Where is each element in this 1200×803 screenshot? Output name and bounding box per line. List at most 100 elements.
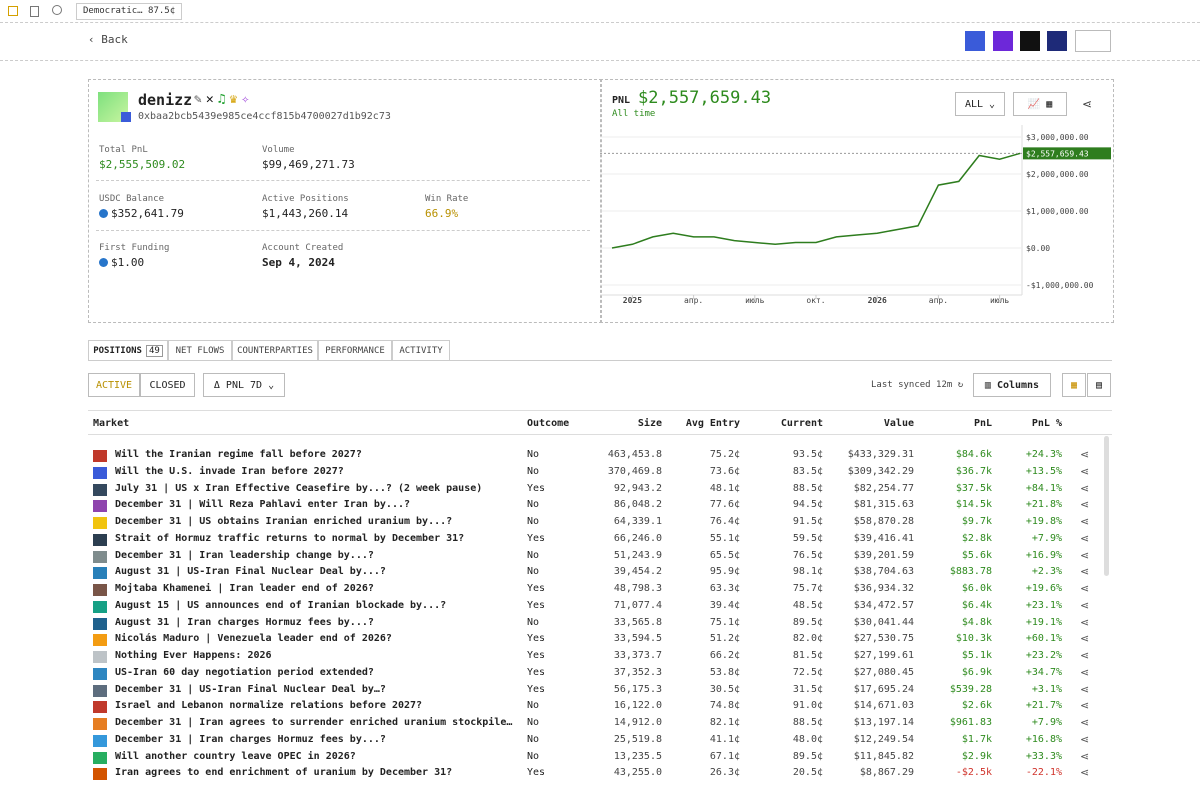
market-name[interactable]: December 31 | Iran leadership change by.… <box>115 549 374 561</box>
share-icon[interactable]: ⋖ <box>1082 97 1093 111</box>
filter-active[interactable]: ACTIVE <box>88 373 140 397</box>
share-icon[interactable]: ⋖ <box>1080 565 1090 579</box>
share-icon[interactable]: ⋖ <box>1080 531 1090 545</box>
market-name[interactable]: Nicolás Maduro | Venezuela leader end of… <box>115 633 392 645</box>
share-icon[interactable]: ⋖ <box>1080 548 1090 562</box>
market-name[interactable]: July 31 | US x Iran Effective Ceasefire … <box>115 482 483 494</box>
market-name[interactable]: December 31 | US obtains Iranian enriche… <box>115 516 453 527</box>
share-icon[interactable]: ⋖ <box>1080 632 1090 646</box>
market-name[interactable]: Israel and Lebanon normalize relations b… <box>115 700 423 712</box>
y-tick-label: $3,000,000.00 <box>1026 133 1089 142</box>
sync-label: Last synced 12m <box>871 380 953 390</box>
link-icon[interactable] <box>1020 31 1040 51</box>
market-name[interactable]: Iran agrees to end enrichment of uranium… <box>115 767 453 779</box>
cell-value: +23.1% <box>1025 599 1062 611</box>
tab[interactable]: PERFORMANCE <box>318 340 392 360</box>
column-header[interactable]: Market <box>93 418 130 429</box>
market-name[interactable]: August 31 | US-Iran Final Nuclear Deal b… <box>115 566 386 578</box>
cell-value: 20.5¢ <box>792 767 823 779</box>
tab-icon[interactable] <box>30 6 39 17</box>
share-icon[interactable]: ⋖ <box>1080 582 1090 595</box>
grid-view[interactable]: ▦ <box>1062 373 1086 397</box>
share-icon[interactable]: ⋖ <box>1080 699 1090 713</box>
filter-closed[interactable]: CLOSED <box>140 373 195 397</box>
market-name[interactable]: US-Iran 60 day negotiation period extend… <box>115 666 374 678</box>
range-dropdown[interactable]: ALL ⌄ <box>955 92 1005 116</box>
tab[interactable]: POSITIONS 49 <box>88 340 168 360</box>
market-name[interactable]: December 31 | Will Reza Pahlavi enter Ir… <box>115 499 411 511</box>
share-icon[interactable]: ⋖ <box>1080 749 1090 763</box>
column-header[interactable]: PnL <box>973 418 992 429</box>
column-header[interactable]: PnL % <box>1031 418 1062 429</box>
link-icon[interactable] <box>1047 31 1067 51</box>
share-icon[interactable]: ⋖ <box>1080 515 1090 528</box>
share-icon[interactable]: ⋖ <box>1080 716 1090 729</box>
cell-value: 31.5¢ <box>792 683 823 695</box>
share-icon[interactable]: ⋖ <box>1080 665 1090 679</box>
market-name[interactable]: August 31 | Iran charges Hormuz fees by.… <box>115 616 374 628</box>
tab-icon[interactable] <box>52 5 62 15</box>
chart-controls[interactable]: 📈 ▦ <box>1013 92 1067 116</box>
cell-value: 88.5¢ <box>792 482 823 494</box>
market-name[interactable]: Will the U.S. invade Iran before 2027? <box>115 465 344 477</box>
share-icon[interactable]: ⋖ <box>1080 464 1090 478</box>
market-name[interactable]: Will another country leave OPEC in 2026? <box>115 750 356 762</box>
share-icon[interactable]: ⋖ <box>1080 615 1090 629</box>
browser-tab[interactable]: Democratic… 87.5¢ <box>76 3 183 20</box>
cell-value: 30.5¢ <box>709 683 740 695</box>
share-icon[interactable]: ⋖ <box>1080 682 1090 696</box>
tab[interactable]: COUNTERPARTIES <box>232 340 318 360</box>
share-icon[interactable]: ⋖ <box>1080 766 1090 780</box>
wallet-address: 0xbaa2bcb5439e985ce4ccf815b4700027d1b92c… <box>138 111 391 122</box>
cell-value: 48.0¢ <box>792 733 823 745</box>
cell-value: No <box>527 750 540 762</box>
market-name[interactable]: December 31 | Iran agrees to surrender e… <box>115 717 513 728</box>
market-name[interactable]: Will the Iranian regime fall before 2027… <box>115 449 362 460</box>
column-header[interactable]: Avg Entry <box>685 418 740 429</box>
stat-value: 66.9% <box>425 207 459 220</box>
market-icon <box>93 667 107 680</box>
column-header[interactable]: Current <box>780 418 823 429</box>
scrollbar[interactable] <box>1104 436 1109 576</box>
market-name[interactable]: August 15 | US announces end of Iranian … <box>115 599 447 611</box>
sort-dropdown[interactable]: Δ PNL 7D ⌄ <box>203 373 285 397</box>
cell-value: 93.5¢ <box>792 449 823 460</box>
cell-value: $6.0k <box>961 583 992 594</box>
divider <box>0 60 1200 61</box>
market-name[interactable]: Nothing Ever Happens: 2026 <box>115 650 272 661</box>
usdc-icon <box>99 258 108 267</box>
market-name[interactable]: December 31 | Iran charges Hormuz fees b… <box>115 733 386 745</box>
cell-value: 463,453.8 <box>607 449 662 460</box>
link-icon[interactable] <box>965 31 985 51</box>
tab-label: PERFORMANCE <box>325 346 385 356</box>
market-name[interactable]: Mojtaba Khamenei | Iran leader end of 20… <box>115 583 374 594</box>
column-header[interactable]: Outcome <box>527 418 570 429</box>
cell-value: Yes <box>527 767 546 779</box>
list-view[interactable]: ▤ <box>1087 373 1111 397</box>
cell-value: +19.1% <box>1025 616 1062 628</box>
tab-icon[interactable] <box>8 6 18 16</box>
market-name[interactable]: December 31 | US-Iran Final Nuclear Deal… <box>115 683 386 695</box>
bookmark-button[interactable] <box>1075 30 1111 52</box>
market-icon <box>93 550 107 563</box>
share-icon[interactable]: ⋖ <box>1080 649 1090 662</box>
share-icon[interactable]: ⋖ <box>1080 498 1090 512</box>
column-header[interactable]: Value <box>883 418 914 429</box>
current-value-label: $2,557,659.43 <box>1026 149 1089 158</box>
tab[interactable]: ACTIVITY <box>392 340 450 360</box>
market-icon <box>93 751 107 764</box>
share-icon[interactable]: ⋖ <box>1080 448 1090 461</box>
back-button[interactable]: ‹ Back <box>88 33 128 46</box>
tab[interactable]: NET FLOWS <box>168 340 232 360</box>
cell-value: No <box>527 717 540 728</box>
cell-value: +21.8% <box>1025 499 1062 511</box>
market-name[interactable]: Strait of Hormuz traffic returns to norm… <box>115 532 465 544</box>
column-header[interactable]: Size <box>637 418 662 429</box>
cell-value: 26.3¢ <box>709 767 740 779</box>
share-icon[interactable]: ⋖ <box>1080 481 1090 495</box>
link-icon[interactable] <box>993 31 1013 51</box>
share-icon[interactable]: ⋖ <box>1080 732 1090 746</box>
cell-value: $6.4k <box>961 599 992 611</box>
share-icon[interactable]: ⋖ <box>1080 598 1090 612</box>
columns-button[interactable]: ▥ Columns <box>973 373 1051 397</box>
